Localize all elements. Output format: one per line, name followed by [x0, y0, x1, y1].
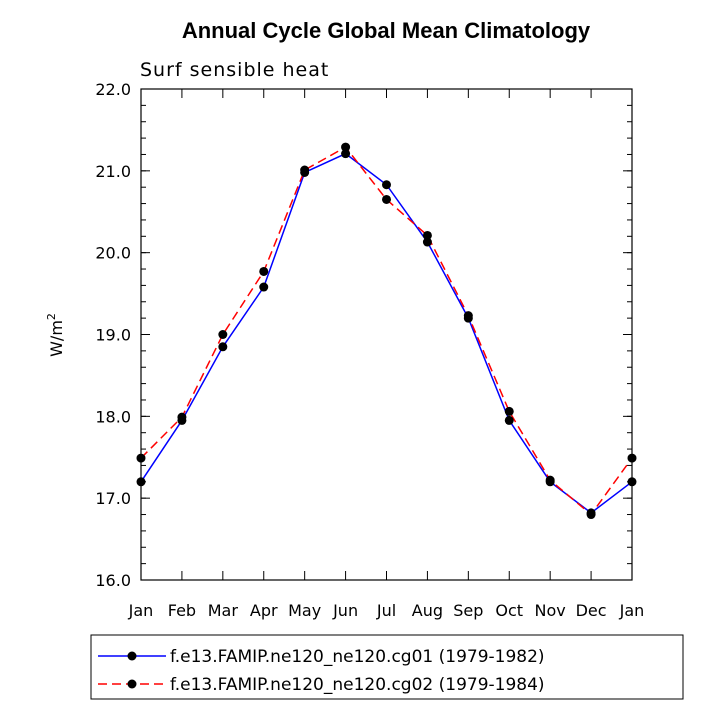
y-tick-labels: 16.0 17.0 18.0 19.0 20.0 21.0 22.0 — [95, 80, 131, 590]
legend-marker-1 — [127, 651, 137, 661]
legend-label-1: f.e13.FAMIP.ne120_ne120.cg01 (1979-1982) — [170, 647, 545, 667]
chart-subtitle: Surf sensible heat — [140, 59, 329, 81]
series-layer — [136, 142, 637, 520]
series-1-point — [504, 415, 514, 425]
x-tick-label: Jan — [128, 601, 154, 620]
y-tick-label: 21.0 — [95, 162, 131, 181]
series-2-point — [504, 406, 514, 416]
chart-title: Annual Cycle Global Mean Climatology — [182, 18, 591, 43]
series-1-point — [382, 180, 391, 190]
series-2-point — [177, 412, 187, 422]
series-1-point — [136, 477, 146, 487]
y-tick-label: 17.0 — [95, 489, 131, 508]
axes — [140, 88, 633, 581]
series-2-point — [341, 142, 351, 152]
y-axis-label-base: W/m — [47, 320, 66, 357]
x-tick-label: Feb — [168, 601, 196, 620]
series-2-point — [545, 475, 555, 485]
x-tick-label: Nov — [535, 601, 566, 620]
series-2-point — [300, 165, 310, 175]
y-tick-label: 20.0 — [95, 244, 131, 263]
legend: f.e13.FAMIP.ne120_ne120.cg01 (1979-1982)… — [90, 634, 684, 700]
series-1-point — [422, 237, 432, 247]
series-1-point — [341, 149, 351, 159]
svg-text:W/m2: W/m2 — [45, 313, 66, 357]
y-tick-label: 19.0 — [95, 326, 131, 345]
series-2-point — [627, 453, 637, 463]
series-2-point — [218, 330, 228, 339]
y-tick-label: 18.0 — [95, 407, 131, 426]
x-tick-label: Mar — [208, 601, 239, 620]
x-tick-labels: Jan Feb Mar Apr May Jun Jul Aug Sep Oct Nov Dec Jan — [128, 601, 645, 620]
x-tick-label: Jan — [619, 601, 645, 620]
y-tick-label: 16.0 — [95, 571, 131, 590]
series-1-point — [259, 282, 269, 292]
series-2-point — [259, 266, 269, 276]
series-2-point — [382, 194, 391, 204]
x-tick-label: Dec — [576, 601, 607, 620]
x-tick-label: May — [288, 601, 321, 620]
y-axis-label-sup: 2 — [45, 313, 58, 320]
x-tick-label: Oct — [495, 601, 523, 620]
legend-box — [90, 634, 684, 700]
series-2-point — [586, 510, 596, 520]
series-2-point — [422, 230, 432, 240]
series-line-1 — [140, 152, 633, 514]
x-tick-label: Jun — [332, 601, 358, 620]
x-tick-label: Aug — [412, 601, 443, 620]
x-tick-label: Jul — [376, 601, 396, 620]
series-2-point — [136, 453, 146, 463]
series-2-point — [463, 311, 473, 321]
legend-label-2: f.e13.FAMIP.ne120_ne120.cg02 (1979-1984) — [170, 675, 545, 695]
plot-frame — [140, 88, 633, 581]
x-tick-label: Apr — [250, 601, 278, 620]
x-tick-label: Sep — [453, 601, 483, 620]
y-axis-label: W/m2 — [45, 313, 66, 357]
series-1-point — [627, 477, 637, 487]
series-1-point — [218, 342, 228, 352]
legend-marker-2 — [127, 679, 137, 689]
y-tick-label: 22.0 — [95, 80, 131, 99]
